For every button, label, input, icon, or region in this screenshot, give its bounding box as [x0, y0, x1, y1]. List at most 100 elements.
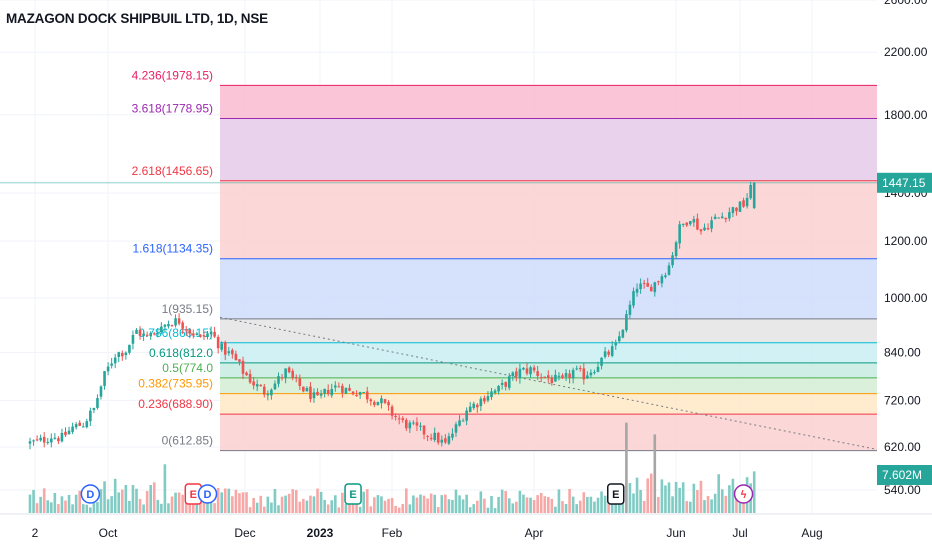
event-marker-split-5[interactable]: ϟ [733, 484, 754, 504]
earnings-icon [607, 483, 625, 505]
price-tick-label: 1000.00 [884, 291, 928, 305]
time-tick-label: Jul [732, 526, 747, 540]
candle-body-172 [639, 283, 642, 290]
candle-body-53 [216, 336, 220, 349]
volume-bar-108 [412, 495, 415, 513]
volume-bar-199 [735, 497, 738, 513]
candle-body-199 [735, 207, 738, 212]
time-tick-label: Aug [801, 526, 822, 540]
dividend-marker-label: D [86, 489, 94, 501]
price-axis[interactable]: 540.00620.00720.00840.001000.001200.0014… [877, 0, 932, 550]
volume-bar-2 [35, 503, 39, 513]
volume-bar-174 [646, 478, 649, 513]
fib-band-2 [220, 180, 877, 259]
candle-body-56 [227, 351, 231, 354]
axis-badges: 1447.15 7.602M [877, 172, 932, 485]
dotted-trendline[interactable] [219, 316, 878, 451]
volume-bar-135 [507, 498, 511, 513]
volume-bar-180 [667, 482, 671, 513]
earnings-icon [344, 483, 362, 505]
candle-body-160 [596, 366, 600, 372]
event-marker-dividend-2[interactable]: D [197, 484, 218, 504]
volume-bar-80 [312, 496, 316, 513]
volume-bar-97 [373, 497, 376, 513]
candle-body-154 [575, 368, 578, 370]
volume-bar-190 [703, 500, 706, 513]
candle-body-203 [749, 184, 752, 199]
event-marker-earnings-3[interactable]: E [344, 483, 362, 505]
volume-bar-16 [85, 504, 89, 513]
fib-label-1: 1(935.15) [162, 302, 213, 316]
fib-label-0.618: 0.618(812.0 [149, 346, 213, 360]
candle-body-106 [405, 419, 408, 429]
candle-body-152 [568, 373, 571, 379]
candle-body-57 [231, 350, 234, 355]
fib-label-4.236: 4.236(1978.15) [132, 68, 213, 82]
volume-bar-23 [110, 496, 113, 513]
volume-bar-50 [206, 494, 209, 513]
volume-bar-171 [635, 477, 639, 513]
candle-body-93 [358, 392, 362, 395]
candle-body-112 [426, 435, 429, 437]
volume-bar-58 [234, 489, 238, 513]
candle-body-77 [302, 386, 305, 392]
candle-body-62 [248, 373, 252, 383]
volume-bar-102 [390, 498, 394, 513]
candle-body-30 [135, 329, 138, 334]
volume-bar-141 [529, 497, 532, 513]
candle-body-173 [642, 282, 646, 284]
candle-body-171 [635, 288, 639, 293]
volume-bar-184 [681, 482, 685, 513]
volume-bar-146 [547, 496, 550, 513]
candle-body-177 [657, 281, 660, 283]
volume-bar-157 [586, 496, 589, 513]
volume-bar-5 [46, 500, 50, 513]
volume-bar-94 [362, 491, 365, 513]
volume-bar-156 [582, 492, 586, 513]
event-marker-dividend-0[interactable]: D [80, 484, 101, 504]
volume-bar-27 [124, 484, 128, 513]
volume-bar-35 [152, 482, 156, 513]
earnings-marker-label: E [612, 489, 619, 501]
volume-bar-46 [192, 496, 195, 513]
candle-body-151 [564, 373, 568, 377]
volume-bar-96 [369, 506, 373, 513]
candle-body-23 [110, 363, 113, 366]
volume-bar-53 [216, 487, 220, 513]
time-tick-label: Feb [382, 526, 403, 540]
candle-body-66 [263, 386, 266, 395]
candle-body-14 [78, 422, 81, 426]
candle-body-161 [600, 357, 603, 366]
volume-bar-93 [358, 506, 362, 513]
candle-body-153 [571, 370, 575, 379]
volume-bar-198 [731, 478, 735, 513]
candle-body-185 [685, 222, 689, 226]
candle-body-86 [334, 385, 337, 388]
trendline[interactable] [219, 316, 878, 451]
price-axis-bg [877, 0, 932, 550]
candle-body-130 [490, 391, 493, 398]
volume-bar-168 [625, 422, 628, 513]
candle-body-193 [713, 216, 717, 220]
candle-body-41 [174, 318, 177, 326]
volume-bar-186 [689, 501, 692, 513]
candle-body-136 [511, 372, 515, 376]
candle-body-170 [632, 291, 635, 306]
volume-bar-65 [259, 495, 263, 513]
volume-bar-84 [326, 504, 330, 513]
time-axis[interactable]: 2 Oct Dec 2023 Feb Apr Jun Jul Aug [0, 513, 932, 540]
volume-bar-24 [113, 478, 117, 513]
event-marker-earnings-4[interactable]: E [607, 483, 625, 505]
volume-bar-103 [394, 506, 397, 513]
volume-bar-64 [255, 502, 259, 513]
candle-body-202 [745, 197, 749, 207]
volume-bar-179 [664, 485, 667, 513]
volume-bar-33 [145, 490, 149, 513]
volume-bar-133 [500, 489, 504, 513]
candle-body-123 [465, 410, 468, 421]
volume-bar-159 [593, 501, 596, 513]
volume-bar-121 [458, 495, 461, 513]
